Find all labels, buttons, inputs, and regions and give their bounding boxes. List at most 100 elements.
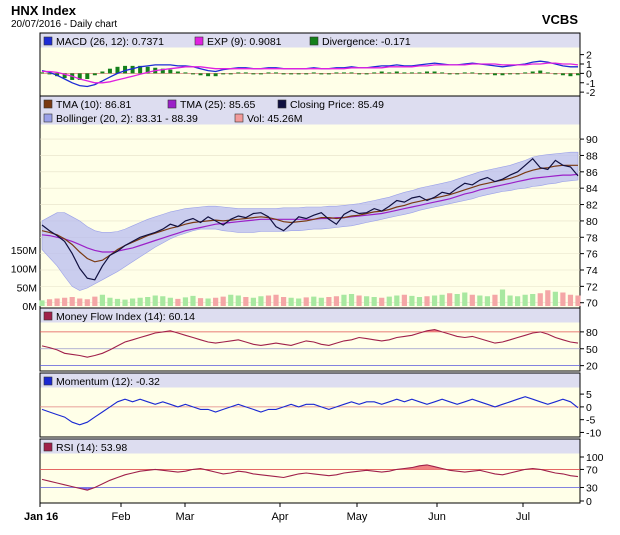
macd-divergence-bar-36	[311, 72, 316, 74]
macd-divergence-bar-62	[508, 73, 513, 75]
volume-bar-6	[84, 299, 90, 306]
macd-divergence-bar-56	[462, 72, 467, 74]
macd-divergence-bar-0	[40, 72, 44, 74]
macd-divergence-bar-1	[47, 73, 52, 75]
macd-divergence-bar-65	[530, 71, 535, 74]
price-legend-swatch-0	[43, 99, 53, 109]
macd-divergence-bar-33	[289, 73, 294, 75]
volume-bar-65	[530, 294, 536, 306]
price-ytick-label-8: 74	[586, 265, 598, 277]
mfi-ytick-label-0: 80	[586, 327, 598, 339]
volume-bar-18	[175, 298, 181, 306]
volume-bar-63	[515, 296, 521, 306]
macd-divergence-bar-71	[576, 73, 580, 76]
volume-bar-66	[537, 293, 543, 306]
volume-bar-54	[447, 293, 453, 306]
price-ytick-label-5: 80	[586, 216, 598, 228]
volume-bar-40	[341, 294, 347, 306]
volume-bar-14	[145, 297, 151, 306]
volume-bar-22	[205, 298, 211, 306]
volume-tick-label-1: 100M	[11, 264, 37, 276]
macd-divergence-bar-58	[477, 73, 482, 75]
mfi-panel: Money Flow Index (14): 60.14 80 50 20	[39, 307, 598, 373]
macd-divergence-bar-46	[387, 72, 392, 74]
volume-bar-64	[522, 294, 528, 306]
price-legend-band	[40, 96, 580, 125]
volume-bar-2	[54, 298, 60, 306]
volume-bar-33	[288, 297, 294, 306]
volume-bar-47	[394, 295, 400, 306]
macd-divergence-bar-29	[258, 73, 263, 75]
volume-bar-0	[39, 300, 45, 306]
macd-divergence-bar-32	[281, 73, 286, 75]
volume-bar-17	[167, 297, 173, 306]
rsi-legend-band	[40, 439, 580, 454]
x-axis: Jan 16 Feb Mar Apr May Jun Jul	[24, 503, 530, 523]
momentum-legend-label-0: Momentum (12): -0.32	[56, 376, 160, 388]
macd-divergence-bar-37	[319, 73, 324, 75]
volume-bar-61	[499, 289, 506, 306]
price-plot-area	[39, 95, 581, 309]
macd-divergence-bar-35	[304, 73, 309, 75]
macd-divergence-bar-8	[100, 71, 105, 74]
mfi-line	[41, 329, 579, 358]
macd-divergence-bar-64	[523, 72, 528, 74]
macd-divergence-bar-39	[334, 72, 339, 74]
macd-divergence-bar-25	[228, 73, 233, 75]
volume-bar-51	[424, 296, 430, 306]
macd-legend-swatch-0	[43, 36, 53, 46]
tma25-line	[41, 173, 579, 253]
volume-bar-24	[220, 296, 226, 306]
momentum-ytick-label-1: 0	[586, 402, 592, 414]
volume-bar-15	[152, 295, 158, 306]
volume-bar-35	[303, 297, 309, 306]
macd-panel: MACD (26, 12): 0.7371 EXP (9): 0.9081 Dive…	[39, 32, 595, 99]
x-tick-label-1: Feb	[112, 511, 131, 523]
macd-ytick-label-2: 0	[586, 68, 592, 80]
macd-divergence-bar-9	[107, 68, 112, 74]
x-tick-label-3: Apr	[271, 511, 288, 523]
macd-divergence-bar-22	[206, 73, 211, 77]
volume-bar-53	[439, 294, 445, 306]
volume-bar-69	[560, 292, 566, 306]
volume-bar-23	[213, 297, 219, 306]
momentum-ytick-label-3: -10	[586, 427, 601, 439]
macd-divergence-bar-52	[432, 71, 437, 74]
price-ytick-label-3: 84	[586, 183, 598, 195]
macd-divergence-bar-60	[492, 73, 497, 76]
macd-divergence-bar-43	[364, 73, 369, 75]
volume-bar-4	[69, 297, 75, 306]
price-panel: TMA (10): 86.81 TMA (25): 85.65 Closing Pr…	[11, 95, 598, 313]
volume-bar-60	[492, 294, 498, 306]
volume-bar-9	[107, 297, 113, 306]
price-ytick-label-6: 78	[586, 232, 598, 244]
volume-bar-59	[484, 296, 491, 306]
volume-bar-5	[77, 298, 83, 306]
momentum-ytick-label-2: -5	[586, 415, 595, 427]
rsi-ytick-label-2: 30	[586, 482, 598, 494]
macd-divergence-bar-11	[123, 65, 128, 74]
macd-legend-label-2: Divergence: -0.171	[322, 36, 411, 48]
volume-bar-30	[265, 295, 272, 306]
macd-ytick-label-4: -2	[586, 87, 595, 99]
volume-tick-label-0: 150M	[11, 245, 37, 257]
macd-divergence-bar-10	[115, 66, 120, 74]
volume-bar-29	[258, 296, 264, 306]
macd-divergence-bar-53	[440, 72, 445, 74]
price-legend-swatch-3	[43, 113, 53, 123]
macd-divergence-bar-27	[243, 72, 248, 74]
volume-bar-57	[469, 294, 475, 306]
macd-divergence-bar-21	[198, 73, 203, 76]
macd-divergence-bar-70	[568, 73, 573, 77]
price-legend-label-1: TMA (25): 85.65	[180, 99, 255, 111]
volume-bar-27	[243, 297, 249, 306]
volume-bar-55	[454, 294, 460, 306]
volume-bar-16	[160, 296, 166, 306]
volume-bar-52	[431, 295, 438, 306]
macd-divergence-bar-18	[175, 71, 180, 74]
price-legend-swatch-2	[277, 99, 287, 109]
macd-divergence-bar-40	[341, 72, 346, 74]
volume-bar-42	[356, 295, 362, 306]
